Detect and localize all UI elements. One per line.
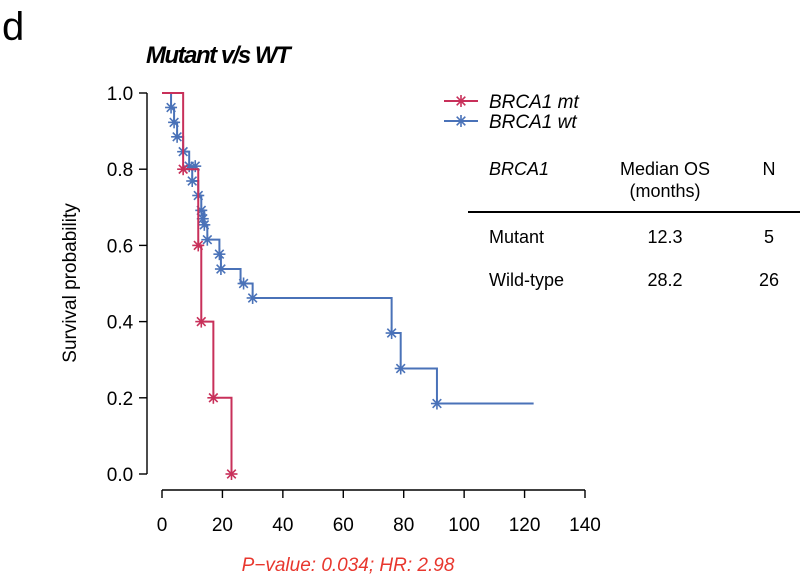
x-tick-label: 80 — [393, 515, 414, 536]
x-axis: 0 20 40 60 80 100 120 140 — [157, 489, 601, 536]
x-tick-label: 0 — [157, 515, 168, 536]
censor-mark-wt — [213, 248, 226, 261]
survival-curve-wt — [162, 92, 534, 405]
legend: BRCA1 mt BRCA1 wt — [444, 92, 579, 133]
censor-mark-wt — [385, 327, 398, 340]
x-tick-label: 140 — [569, 515, 601, 536]
legend-label-wt: BRCA1 wt — [489, 112, 577, 133]
censor-mark-mt — [225, 468, 238, 480]
censor-mark-wt — [171, 130, 184, 143]
curves — [162, 92, 534, 480]
censor-mark-wt — [246, 291, 259, 304]
table-row-wildtype-median: 28.2 — [647, 270, 682, 290]
y-axis-title: Survival probability — [60, 203, 81, 363]
legend-marker-mt — [455, 95, 467, 107]
table-header-median: Median OS — [620, 159, 710, 179]
censor-mark-wt — [237, 277, 250, 290]
table-row-wildtype-n: 26 — [759, 270, 779, 290]
censor-mark-wt — [186, 175, 199, 188]
x-tick-label: 120 — [509, 515, 541, 536]
censor-mark-wt — [198, 218, 211, 231]
legend-star-mt — [455, 95, 467, 107]
censor-mark-wt — [394, 362, 407, 375]
x-tick-label: 40 — [272, 515, 293, 536]
table-row-wildtype-group: Wild-type — [489, 270, 564, 290]
y-tick-label: 0.2 — [107, 389, 133, 410]
censor-mark-mt — [195, 315, 208, 328]
chart-title: Mutant v/s WT — [146, 42, 293, 69]
table-row-mutant-median: 12.3 — [647, 227, 682, 247]
x-tick-label: 20 — [212, 515, 233, 536]
censor-mark-wt — [195, 204, 208, 217]
summary-table: BRCA1 Median OS (months) N Mutant 12.3 5… — [468, 159, 800, 290]
table-row-mutant-n: 5 — [764, 227, 774, 247]
p-value-annotation: P−value: 0.034; HR: 2.98 — [242, 555, 455, 576]
table-header-n: N — [763, 159, 776, 179]
censor-mark-wt — [168, 116, 181, 129]
censor-mark-wt — [430, 397, 443, 410]
censor-mark-wt — [189, 160, 202, 173]
x-tick-label: 60 — [333, 515, 354, 536]
table-header-median-unit: (months) — [629, 181, 700, 201]
censor-mark-wt — [214, 263, 227, 276]
censor-mark-mt — [192, 239, 205, 252]
y-tick-label: 0.6 — [107, 236, 133, 257]
censor-mark-wt — [201, 233, 214, 246]
legend-marker-wt — [455, 115, 467, 127]
y-tick-label: 1.0 — [107, 84, 133, 105]
censor-mark-mt — [207, 391, 220, 404]
y-tick-label: 0.8 — [107, 160, 133, 181]
panel-label: d — [2, 5, 24, 49]
table-header-gene: BRCA1 — [489, 159, 549, 179]
x-tick-label: 100 — [448, 515, 480, 536]
y-tick-label: 0.4 — [107, 313, 134, 334]
legend-star-wt — [455, 115, 467, 127]
table-row-mutant-group: Mutant — [489, 227, 544, 247]
y-axis: 0.0 0.2 0.4 0.6 0.8 1.0 — [107, 84, 148, 486]
y-tick-label: 0.0 — [107, 465, 133, 486]
survival-curve-mt — [162, 92, 233, 474]
legend-label-mt: BRCA1 mt — [489, 92, 579, 113]
censor-mark-mt — [177, 163, 190, 176]
censor-mark-wt — [165, 101, 178, 114]
